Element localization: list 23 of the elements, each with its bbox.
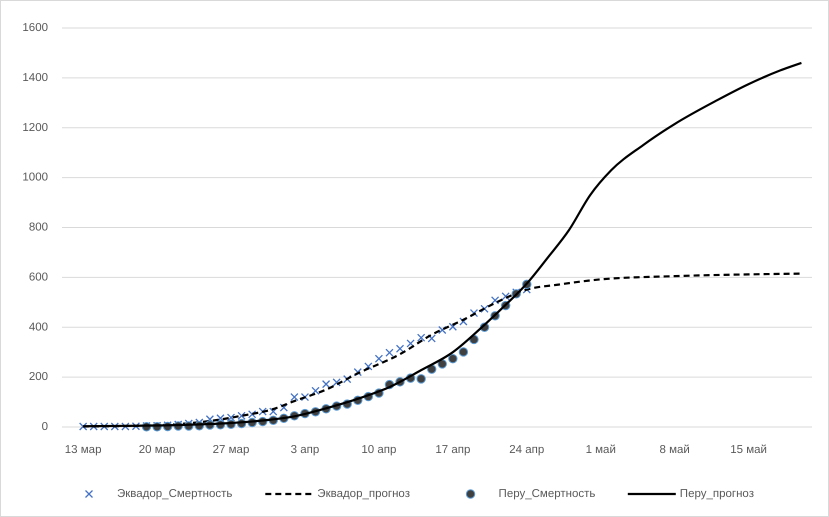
x-tick-label: 20 мар [138,444,176,456]
legend-label: Эквадор_Смертность [117,488,232,500]
y-tick-label: 400 [28,321,48,334]
y-tick-label: 0 [42,421,48,433]
x-tick-label: 13 мар [64,444,102,456]
y-tick-label: 1400 [22,72,48,84]
y-tick-label: 1000 [22,172,48,184]
x-tick-label: 15 май [730,444,767,456]
x-tick-label: 10 апр [361,444,396,456]
y-tick-label: 600 [28,271,48,284]
x-tick-label: 27 мар [212,444,250,456]
x-tick-label: 8 май [660,444,690,456]
x-tick-label: 24 апр [509,444,544,456]
x-tick-label: 1 май [586,444,616,456]
legend-label: Перу_Смертность [498,488,596,500]
y-tick-label: 200 [28,371,48,384]
legend-label: Перу_прогноз [680,488,754,500]
y-tick-label: 800 [28,222,48,234]
x-tick-label: 3 апр [290,444,320,456]
legend-label: Эквадор_прогноз [317,488,410,500]
y-tick-label: 1200 [22,122,48,134]
y-tick-label: 1600 [22,22,48,34]
x-tick-label: 17 апр [435,444,470,456]
